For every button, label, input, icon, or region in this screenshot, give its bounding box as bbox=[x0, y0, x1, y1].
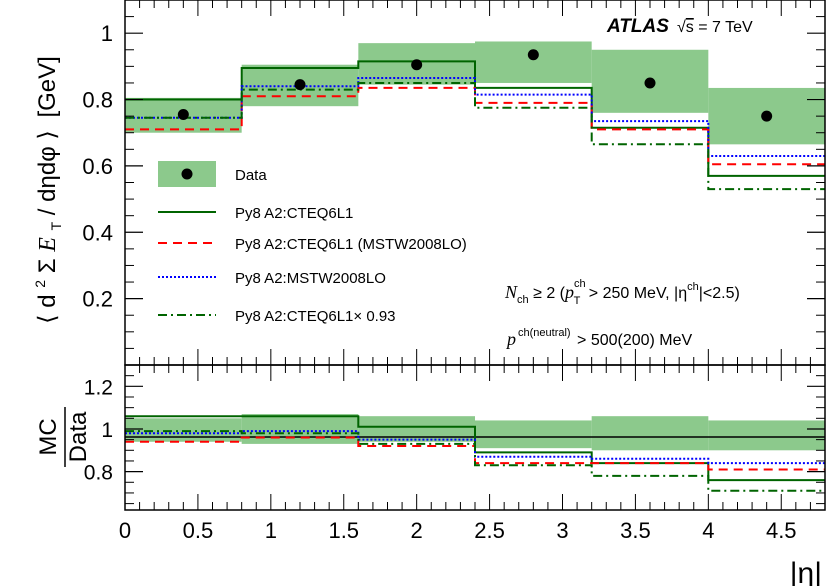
x-axis-label: |η| bbox=[790, 557, 822, 586]
data-point-1 bbox=[294, 79, 306, 91]
main-panel: 0.2 0.4 0.6 0.8 1 ⟨ d 2 Σ E T / dηdφ ⟩ [GeV]… bbox=[24, 0, 826, 366]
xtick-label: 2 bbox=[411, 518, 423, 543]
atlas-label: ATLAS bbox=[606, 16, 669, 37]
mc-lines bbox=[125, 60, 825, 191]
legend-data-marker bbox=[181, 168, 193, 180]
data-point-5 bbox=[761, 110, 773, 122]
main-ytick-label: 0.6 bbox=[82, 154, 113, 179]
energy-label: √s = 7 TeV bbox=[677, 19, 753, 36]
data-point-2 bbox=[411, 59, 423, 71]
legend-label-data: Data bbox=[235, 167, 267, 184]
ratio-line-4 bbox=[125, 430, 825, 492]
ratio-band-bin-0 bbox=[125, 418, 242, 442]
data-band-bin-3 bbox=[475, 41, 592, 83]
main-ytick-label: 0.2 bbox=[82, 287, 113, 312]
xtick-label: 4.5 bbox=[766, 518, 797, 543]
ratio-axis-ticks: 0.8 1 1.2 0 0.5 1 1.5 2 2.5 3 3.5 4 4.5 bbox=[84, 365, 826, 543]
ratio-ylabel-num: MC bbox=[35, 418, 62, 455]
cut-annotation-neutral: p ch(neutral) > 500(200) MeV bbox=[505, 327, 693, 349]
xtick-label: 3.5 bbox=[620, 518, 651, 543]
ratio-panel: 0.8 1 1.2 0 0.5 1 1.5 2 2.5 3 3.5 4 4.5 MC Data |η| bbox=[35, 364, 826, 586]
ratio-ytick-label: 1.2 bbox=[84, 376, 113, 399]
main-ytick-label: 1 bbox=[101, 21, 113, 46]
mc-line-4 bbox=[125, 82, 825, 191]
ratio-ylabel-den: Data bbox=[65, 411, 92, 462]
main-axis-ticks: 0.2 0.4 0.6 0.8 1 bbox=[82, 0, 826, 365]
ratio-band-bin-3 bbox=[475, 420, 592, 449]
legend-label-mstw: Py8 A2:MSTW2008LO bbox=[235, 270, 386, 287]
svg-text:⟨ d 2: ⟨ d 2 Σ E T / dηdφ ⟩ [GeV] bbox=[24, 56, 67, 324]
ratio-band-bin-2 bbox=[358, 416, 475, 442]
mc-line-3 bbox=[125, 77, 825, 157]
ratio-band-bin-1 bbox=[241, 414, 359, 444]
xtick-label: 0.5 bbox=[183, 518, 214, 543]
main-ytick-label: 0.8 bbox=[82, 88, 113, 113]
ratio-band-bin-5 bbox=[708, 420, 825, 451]
legend-label-cteq: Py8 A2:CTEQ6L1 bbox=[235, 205, 353, 222]
mc-line-2 bbox=[125, 86, 825, 166]
legend-label-cteq-mstw: Py8 A2:CTEQ6L1 (MSTW2008LO) bbox=[235, 236, 467, 253]
ratio-band-bin-4 bbox=[591, 416, 709, 451]
ratio-lines bbox=[125, 415, 825, 492]
ratio-ytick-label: 1 bbox=[101, 419, 113, 442]
main-ytick-label: 0.4 bbox=[82, 220, 113, 245]
ratio-ylabel: MC Data bbox=[35, 407, 92, 467]
main-ylabel: ⟨ d 2 Σ E T / dηdφ ⟩ [GeV] bbox=[24, 56, 67, 324]
xtick-label: 0 bbox=[119, 518, 131, 543]
ratio-ytick-label: 0.8 bbox=[84, 462, 113, 485]
xtick-label: 4 bbox=[702, 518, 714, 543]
xtick-label: 1.5 bbox=[328, 518, 359, 543]
legend: Data Py8 A2:CTEQ6L1 Py8 A2:CTEQ6L1 (MSTW… bbox=[158, 161, 467, 325]
cut-annotation-charged: Nch ≥ 2 (pch T > 250 MeV, |ηch|<2.5) bbox=[504, 278, 740, 307]
data-points bbox=[177, 49, 773, 122]
data-point-3 bbox=[527, 49, 539, 61]
xtick-label: 3 bbox=[556, 518, 568, 543]
legend-label-cteq-scaled: Py8 A2:CTEQ6L1× 0.93 bbox=[235, 308, 396, 325]
data-point-0 bbox=[177, 108, 189, 120]
data-point-4 bbox=[644, 77, 656, 89]
xtick-label: 2.5 bbox=[474, 518, 505, 543]
xtick-label: 1 bbox=[265, 518, 277, 543]
